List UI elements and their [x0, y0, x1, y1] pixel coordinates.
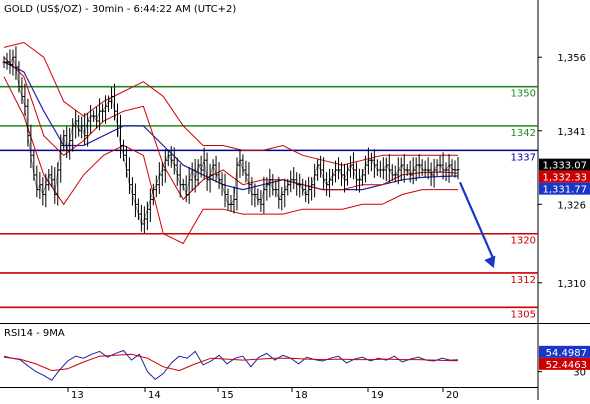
- chart-title: GOLD (US$/OZ) - 30min - 6:44:22 AM (UTC+…: [4, 4, 236, 15]
- forecast-arrow: [458, 181, 496, 269]
- time-tick-label-15: 15: [221, 390, 234, 400]
- price-badge-text-red: 1,332.33: [542, 173, 587, 184]
- level-label-1305: 1305: [511, 309, 536, 320]
- price-bars: [2, 46, 460, 234]
- price-badge-text-blue: 1,331.77: [542, 185, 587, 196]
- moving-average-blue: [3, 61, 459, 191]
- price-tick-label: 1,356: [557, 53, 586, 64]
- price-badge-last: [539, 158, 590, 171]
- rsi-badge-ma: [539, 357, 590, 370]
- level-label-1337: 1337: [511, 152, 536, 163]
- price-tick-label: 1,310: [557, 279, 586, 290]
- level-label-1350: 1350: [511, 89, 536, 100]
- rsi-panel-title: RSI14 - 9MA: [4, 328, 65, 339]
- rsi-badge-text-rsi: 54.4987: [546, 348, 587, 359]
- time-tick-label-18: 18: [295, 390, 308, 400]
- rsi-badge-rsi: [539, 345, 590, 358]
- level-label-1312: 1312: [511, 275, 536, 286]
- bollinger-bands: [3, 41, 458, 245]
- time-tick-label-13: 13: [71, 390, 84, 400]
- moving-average-red: [3, 56, 459, 201]
- level-label-1342: 1342: [511, 128, 536, 139]
- forecast-arrow-head: [484, 255, 496, 269]
- price-badge-red: [539, 170, 590, 183]
- rsi-tick-label: 30: [573, 368, 586, 379]
- price-badges: 1,333.071,332.331,331.77: [539, 158, 590, 196]
- moving-averages: [3, 56, 459, 201]
- time-tick-label-14: 14: [148, 390, 161, 400]
- price-badge-text-last: 1,333.07: [542, 161, 587, 172]
- bollinger-boll_lower: [3, 76, 458, 245]
- price-tick-label: 1,341: [557, 127, 586, 138]
- forecast-arrow-shaft: [458, 181, 495, 261]
- level-label-1320: 1320: [511, 236, 536, 247]
- bollinger-boll_upper: [3, 41, 458, 166]
- rsi-series-rsi_ma: [3, 353, 459, 372]
- rsi-lines: [3, 349, 459, 381]
- price-axis: 1,356 1,341 1,326 1,310: [538, 53, 586, 290]
- level-lines: 1350 1342 1337 1320 1312 1305: [0, 85, 538, 320]
- price-tick-label: 1,326: [557, 200, 586, 211]
- price-close-line: [4, 56, 459, 225]
- time-axis: 13 14 15 18 19 20: [67, 387, 459, 401]
- time-tick-label-19: 19: [371, 390, 384, 400]
- price-badge-blue: [539, 182, 590, 195]
- rsi-badge-text-ma: 52.4463: [546, 360, 587, 371]
- time-tick-label-20: 20: [446, 390, 459, 400]
